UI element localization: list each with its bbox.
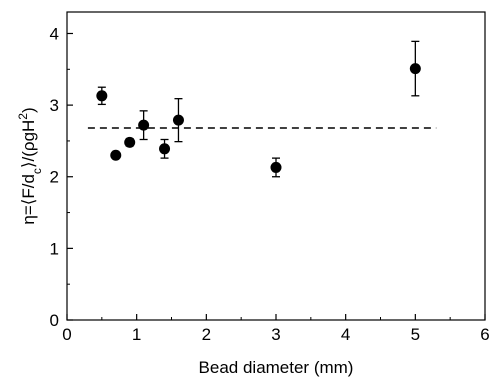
point-marker [124, 136, 136, 148]
x-tick-label: 1 [132, 325, 141, 344]
point-marker [172, 114, 184, 126]
y-tick-label: 1 [50, 239, 59, 258]
ticks [66, 32, 486, 321]
point-marker [96, 90, 108, 102]
point-marker [409, 63, 421, 75]
y-tick-label: 3 [50, 96, 59, 115]
x-tick-label: 5 [411, 325, 420, 344]
x-tick-label: 6 [480, 325, 489, 344]
x-tick-label: 3 [271, 325, 280, 344]
x-axis-title: Bead diameter (mm) [199, 358, 354, 377]
y-tick-label: 4 [50, 24, 59, 43]
x-tick-label: 4 [341, 325, 350, 344]
point-marker [110, 149, 122, 161]
y-axis-title-suffix: ) [19, 107, 38, 113]
y-axis-title: η=⟨F/dc⟩/(ρgH2) [16, 107, 44, 224]
data-point [138, 110, 150, 141]
y-axis-title-sup: 2 [16, 113, 30, 120]
tick-labels: 0 1 2 3 4 5 6 0 1 2 3 4 [50, 24, 489, 344]
y-axis-title-middle: ⟩/(ρgH [19, 120, 38, 168]
data-point [172, 98, 184, 143]
x-tick-label: 0 [62, 325, 71, 344]
data-point [110, 149, 122, 161]
y-tick-label: 2 [50, 168, 59, 187]
y-axis-title-prefix: η=⟨F/d [19, 174, 38, 225]
y-tick-label: 0 [50, 311, 59, 330]
x-tick-label: 2 [202, 325, 211, 344]
data-point [270, 157, 282, 178]
point-marker [138, 119, 150, 131]
point-marker [270, 161, 282, 173]
data-points [96, 40, 421, 178]
data-point [124, 136, 136, 148]
data-point [159, 138, 171, 159]
data-point [96, 86, 108, 106]
point-marker [159, 143, 171, 155]
data-point [409, 40, 421, 97]
y-axis-title-sub: c [30, 168, 44, 174]
